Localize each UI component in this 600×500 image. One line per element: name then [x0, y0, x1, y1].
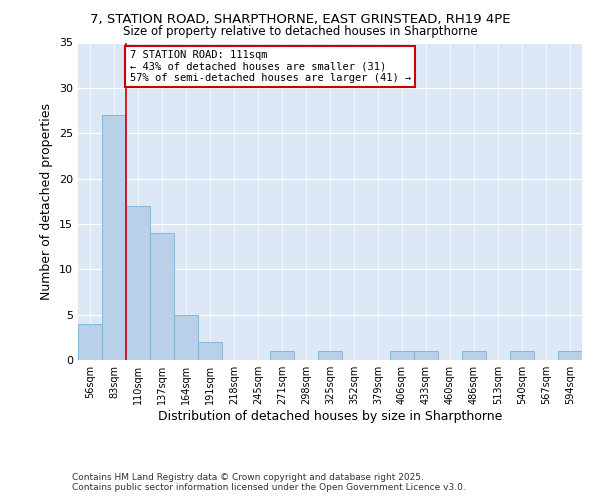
Bar	[390, 351, 414, 360]
Bar	[510, 351, 534, 360]
Bar	[198, 342, 222, 360]
Bar	[102, 115, 126, 360]
Bar	[414, 351, 438, 360]
Bar	[462, 351, 486, 360]
Bar	[150, 233, 174, 360]
Text: Size of property relative to detached houses in Sharpthorne: Size of property relative to detached ho…	[122, 25, 478, 38]
Bar	[318, 351, 342, 360]
Bar	[78, 324, 102, 360]
Text: Contains HM Land Registry data © Crown copyright and database right 2025.
Contai: Contains HM Land Registry data © Crown c…	[72, 473, 466, 492]
X-axis label: Distribution of detached houses by size in Sharpthorne: Distribution of detached houses by size …	[158, 410, 502, 423]
Bar	[174, 314, 198, 360]
Text: 7 STATION ROAD: 111sqm
← 43% of detached houses are smaller (31)
57% of semi-det: 7 STATION ROAD: 111sqm ← 43% of detached…	[130, 50, 411, 83]
Text: 7, STATION ROAD, SHARPTHORNE, EAST GRINSTEAD, RH19 4PE: 7, STATION ROAD, SHARPTHORNE, EAST GRINS…	[90, 12, 510, 26]
Bar	[558, 351, 582, 360]
Bar	[270, 351, 294, 360]
Bar	[126, 206, 150, 360]
Y-axis label: Number of detached properties: Number of detached properties	[40, 103, 53, 300]
